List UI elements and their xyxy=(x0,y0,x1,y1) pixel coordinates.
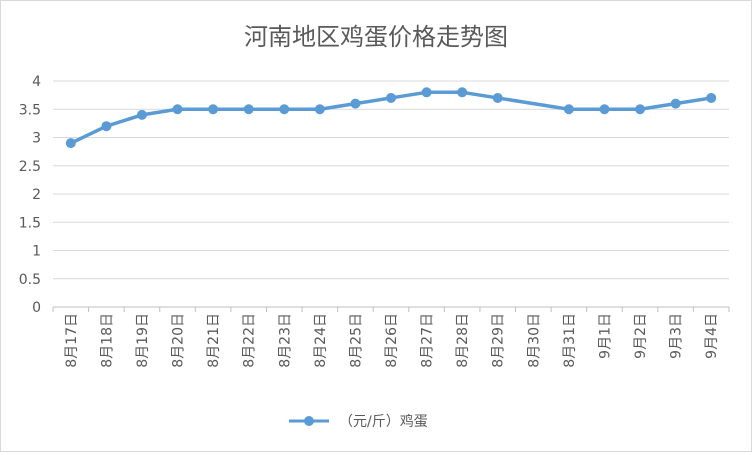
x-tick-label: 8月20日 xyxy=(171,313,187,368)
data-point xyxy=(457,87,468,98)
x-tick-label: 8月25日 xyxy=(348,313,364,368)
series-line xyxy=(70,90,712,145)
x-tick-label: 8月28日 xyxy=(455,313,471,368)
data-point xyxy=(314,104,325,115)
data-point xyxy=(599,104,610,115)
legend: （元/斤）鸡蛋 xyxy=(289,413,428,430)
chart-title: 河南地区鸡蛋价格走势图 xyxy=(244,23,508,51)
grid-lines xyxy=(53,80,729,280)
y-tick-label: 3.5 xyxy=(19,102,41,118)
x-tick-label: 9月4日 xyxy=(704,313,720,359)
y-tick-label: 1 xyxy=(32,244,41,260)
data-point xyxy=(421,87,432,98)
x-tick-label: 8月19日 xyxy=(135,313,151,368)
y-tick-label: 3 xyxy=(32,131,41,147)
data-point xyxy=(492,92,503,103)
data-point xyxy=(65,138,76,149)
x-axis-tick-labels: 8月17日 8月18日 8月19日 8月20日 8月21日 8月22日 8月23日 8月24日… xyxy=(64,313,720,368)
x-tick-label: 8月18日 xyxy=(99,313,115,368)
data-point xyxy=(101,121,112,132)
y-tick-label: 1.5 xyxy=(19,215,41,231)
data-point xyxy=(563,104,574,115)
data-point xyxy=(208,104,219,115)
x-tick-label: 8月24日 xyxy=(313,313,329,368)
data-point xyxy=(172,104,183,115)
x-tick-label: 8月29日 xyxy=(491,313,507,368)
series-group xyxy=(65,87,717,149)
x-tick-label: 8月27日 xyxy=(420,313,436,368)
y-axis-tick-labels: 0 0.5 1 1.5 2 2.5 3 3.5 4 xyxy=(19,74,41,316)
data-point xyxy=(350,98,361,109)
x-tick-label: 8月26日 xyxy=(384,313,400,368)
y-tick-label: 4 xyxy=(32,74,41,90)
x-tick-label: 8月21日 xyxy=(206,313,222,368)
data-point xyxy=(243,104,254,115)
x-tick-label: 8月31日 xyxy=(562,313,578,368)
x-tick-label: 8月22日 xyxy=(242,313,258,368)
data-point xyxy=(635,104,646,115)
y-tick-label: 2 xyxy=(32,187,41,203)
y-tick-label: 0.5 xyxy=(19,272,41,288)
data-point xyxy=(386,92,396,103)
data-point xyxy=(670,98,681,109)
x-tick-label: 8月23日 xyxy=(277,313,293,368)
data-point xyxy=(136,109,147,120)
y-tick-label: 0 xyxy=(32,300,41,316)
x-tick-label: 8月30日 xyxy=(526,313,542,368)
x-axis xyxy=(52,306,730,312)
legend-point-marker xyxy=(304,416,314,426)
data-point xyxy=(706,92,717,103)
data-point xyxy=(279,104,290,115)
x-tick-label: 9月2日 xyxy=(633,313,649,359)
x-tick-label: 9月3日 xyxy=(669,313,685,359)
x-tick-label: 8月17日 xyxy=(64,313,80,368)
y-tick-label: 2.5 xyxy=(19,159,41,175)
x-tick-label: 9月1日 xyxy=(597,313,613,359)
legend-series-label: （元/斤）鸡蛋 xyxy=(339,413,428,430)
